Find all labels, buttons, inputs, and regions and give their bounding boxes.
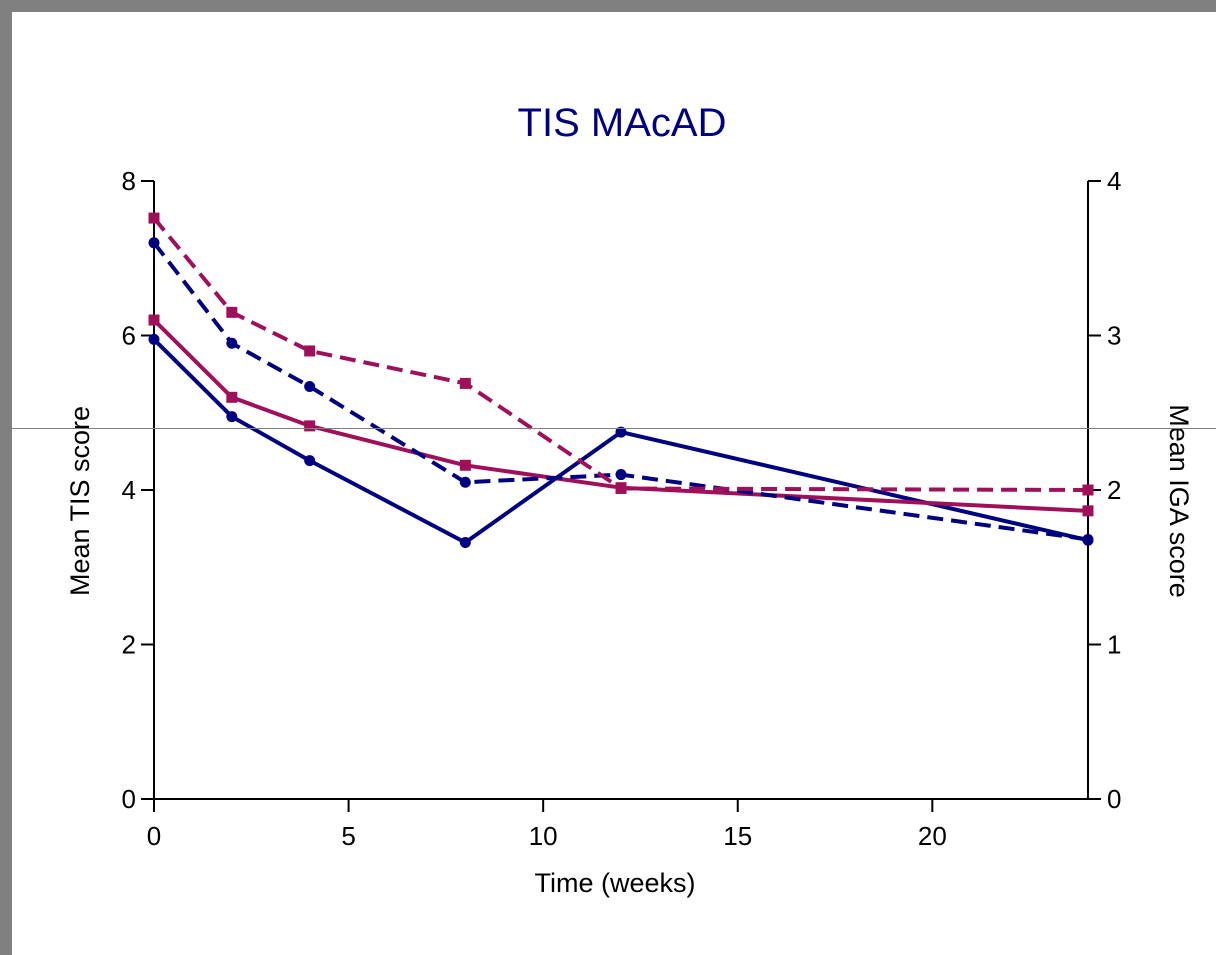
data-point (148, 237, 160, 249)
data-point (226, 306, 238, 318)
data-point (1082, 505, 1094, 517)
x-axis: 0 5 10 15 20 Time (weeks) (147, 798, 1088, 898)
right-y-axis: 0 1 2 3 4 Mean IGA score (1087, 166, 1194, 814)
data-point (148, 333, 160, 345)
right-y-tick-label: 2 (1107, 475, 1121, 505)
data-point (615, 426, 627, 438)
x-tick-label: 0 (147, 821, 161, 851)
chart-title: TIS MAcAD (518, 101, 727, 145)
series-4 (148, 212, 1094, 496)
data-point (304, 455, 316, 467)
horizontal-rule (0, 428, 1216, 429)
data-point (226, 411, 238, 423)
right-y-tick-label: 1 (1107, 630, 1121, 660)
right-y-tick-label: 3 (1107, 321, 1121, 351)
right-y-tick-label: 4 (1107, 166, 1121, 196)
data-point (304, 420, 316, 432)
data-point (226, 337, 238, 349)
series-1 (148, 333, 1094, 549)
data-point (1082, 484, 1094, 496)
left-y-tick-label: 2 (122, 630, 136, 660)
data-point (459, 459, 471, 471)
x-tick-label: 15 (723, 821, 752, 851)
x-tick-label: 20 (918, 821, 947, 851)
right-y-axis-label: Mean IGA score (1164, 404, 1194, 598)
series-3 (148, 237, 1094, 545)
data-point (1082, 533, 1094, 545)
series-line (152, 318, 1089, 513)
x-tick-label: 5 (341, 821, 355, 851)
data-point (615, 482, 627, 494)
data-point (148, 212, 160, 224)
data-point (226, 391, 238, 403)
series-line (152, 241, 1089, 542)
data-point (148, 314, 160, 326)
data-point (615, 469, 627, 481)
data-point (304, 380, 316, 392)
x-tick-label: 10 (529, 821, 558, 851)
data-point (304, 345, 316, 357)
x-axis-label: Time (weeks) (534, 868, 695, 898)
right-y-tick-label: 0 (1107, 784, 1121, 814)
left-y-tick-label: 8 (122, 166, 136, 196)
data-point (459, 476, 471, 488)
data-point (459, 537, 471, 549)
series-line (152, 216, 1089, 492)
left-y-axis-label: Mean TIS score (65, 406, 95, 596)
data-point (459, 377, 471, 389)
series-line (152, 337, 1089, 545)
series-layer (148, 212, 1094, 549)
left-y-axis: 0 2 4 6 8 Mean TIS score (65, 166, 155, 814)
left-y-tick-label: 4 (122, 475, 136, 505)
left-y-tick-label: 6 (122, 321, 136, 351)
left-y-tick-label: 0 (122, 784, 136, 814)
